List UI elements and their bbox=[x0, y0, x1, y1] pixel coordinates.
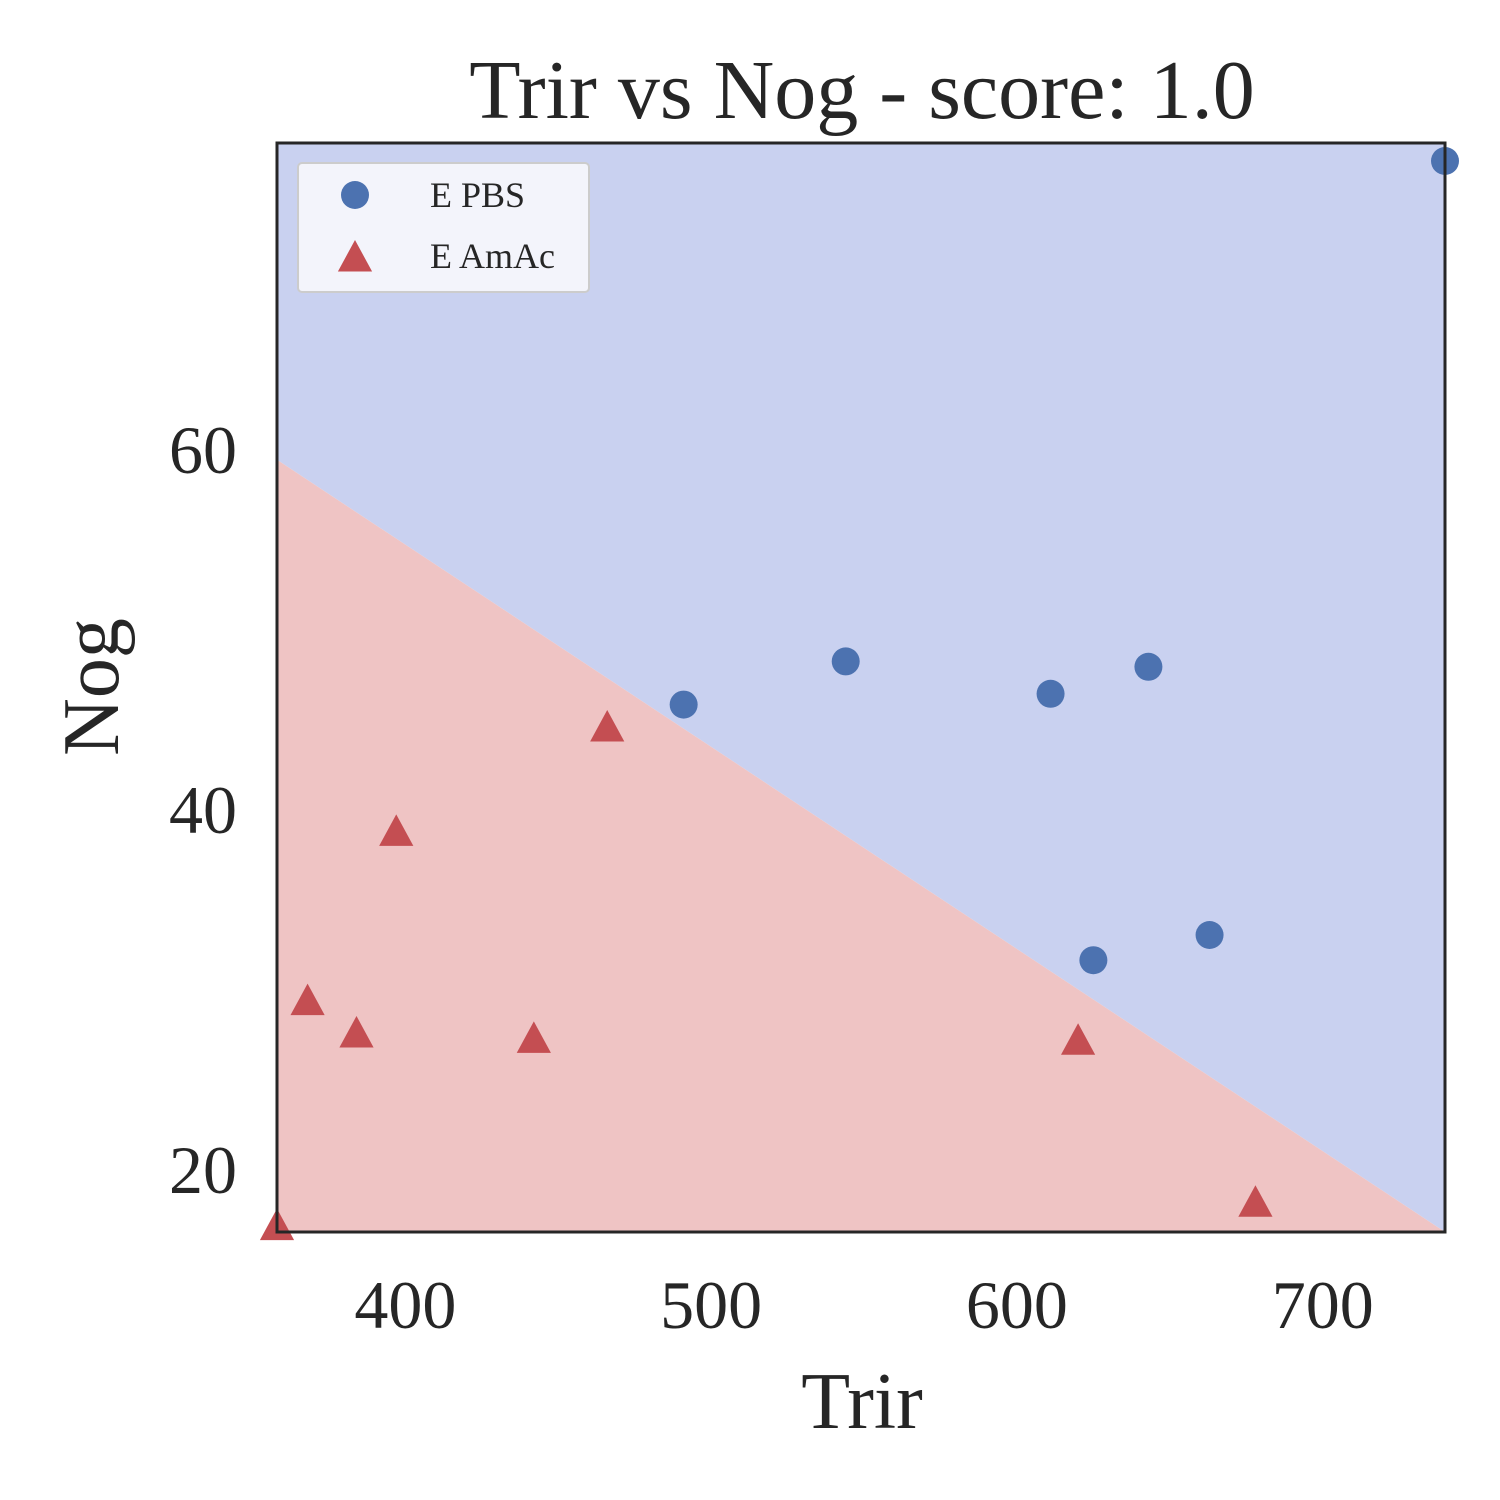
legend-box bbox=[297, 162, 590, 293]
x-tick-label: 700 bbox=[1272, 1267, 1374, 1343]
point-e-pbs-1 bbox=[831, 647, 860, 676]
x-tick-label: 500 bbox=[660, 1267, 762, 1343]
x-axis-ticks: 400 500 600 700 bbox=[354, 1267, 1373, 1343]
chart-title: Trir vs Nog - score: 1.0 bbox=[469, 44, 1255, 137]
x-tick-label: 400 bbox=[354, 1267, 456, 1343]
point-e-pbs-0 bbox=[669, 690, 698, 719]
point-e-amac-0 bbox=[590, 710, 625, 742]
point-e-pbs-4 bbox=[1079, 946, 1108, 975]
x-axis-label: Trir bbox=[801, 1358, 923, 1446]
point-e-amac-6 bbox=[1238, 1185, 1273, 1217]
plot-frame bbox=[275, 141, 1447, 1234]
decision-region-e-amac bbox=[277, 459, 1445, 1232]
point-e-amac-5 bbox=[1060, 1023, 1096, 1055]
point-e-amac-2 bbox=[290, 983, 325, 1016]
legend-label-e-pbs: E PBS bbox=[430, 175, 525, 215]
point-e-pbs-2 bbox=[1036, 679, 1065, 708]
point-e-amac-3 bbox=[339, 1016, 374, 1048]
y-axis-ticks: 20 40 60 bbox=[169, 412, 237, 1208]
y-tick-label: 20 bbox=[169, 1132, 237, 1208]
point-e-pbs-5 bbox=[1195, 921, 1224, 949]
legend: E PBS E AmAc bbox=[297, 162, 590, 293]
legend-label-e-amac: E AmAc bbox=[430, 236, 555, 276]
y-tick-label: 60 bbox=[169, 412, 237, 488]
y-tick-label: 40 bbox=[169, 772, 237, 848]
decision-region-e-pbs bbox=[277, 143, 1445, 1232]
legend-marker-e-pbs bbox=[341, 181, 369, 209]
y-axis-label: Nog bbox=[48, 618, 136, 756]
legend-marker-e-amac bbox=[337, 240, 373, 272]
point-e-amac-1 bbox=[379, 814, 414, 846]
point-e-pbs-3 bbox=[1134, 652, 1163, 681]
plot-area bbox=[259, 141, 1459, 1241]
point-e-amac-4 bbox=[516, 1021, 551, 1053]
x-tick-label: 600 bbox=[966, 1267, 1068, 1343]
